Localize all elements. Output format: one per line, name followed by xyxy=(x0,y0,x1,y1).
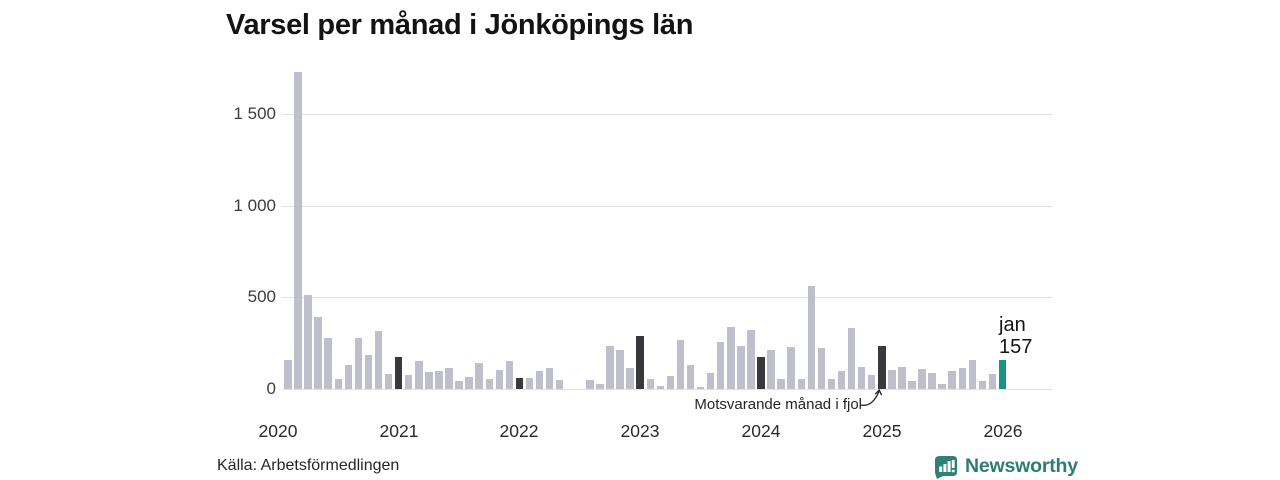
bar-2021-02 xyxy=(404,375,413,389)
brand-logo[interactable]: Newsworthy xyxy=(934,454,1078,479)
bar-2024-09 xyxy=(837,370,846,389)
brand-name: Newsworthy xyxy=(965,455,1078,477)
bar-2023-11 xyxy=(737,345,745,389)
bar-2025-09 xyxy=(958,367,967,389)
x-axis-tick-2026: 2026 xyxy=(983,421,1023,441)
x-axis-tick-2025: 2025 xyxy=(862,421,902,441)
gridline-y-1500 xyxy=(282,114,1052,115)
bar-2024-02 xyxy=(767,349,775,389)
bar-2021-11 xyxy=(495,369,504,389)
bar-2025-03 xyxy=(898,366,906,389)
bar-2026-01-current xyxy=(998,360,1007,389)
bar-2022-03 xyxy=(535,370,544,389)
annotation-arrow-icon xyxy=(860,388,883,406)
bar-2025-07 xyxy=(938,383,946,389)
bar-2025-12 xyxy=(988,374,997,389)
current-month-value-label: jan 157 xyxy=(999,314,1033,358)
x-axis-tick-2020: 2020 xyxy=(258,421,298,441)
bar-2024-04 xyxy=(787,346,795,389)
bar-2022-04 xyxy=(545,367,554,389)
bar-2025-11 xyxy=(978,380,987,389)
bar-2020-07 xyxy=(334,378,343,389)
bar-2021-01-fjol xyxy=(394,356,403,389)
bar-2025-02 xyxy=(888,369,896,389)
bar-2025-04 xyxy=(908,380,916,389)
x-axis-tick-2021: 2021 xyxy=(379,421,419,441)
bar-2023-06 xyxy=(686,365,695,389)
bar-2021-09 xyxy=(475,363,483,389)
x-axis-tick-2022: 2022 xyxy=(499,421,539,441)
bar-2022-05 xyxy=(555,379,564,389)
y-axis-tick-label: 1 500 xyxy=(233,104,276,123)
bar-2023-07 xyxy=(696,387,705,389)
chart-title: Varsel per månad i Jönköpings län xyxy=(226,9,694,41)
x-axis-tick-2024: 2024 xyxy=(741,421,781,441)
bar-2024-10 xyxy=(847,328,856,389)
bar-2020-09 xyxy=(354,337,363,389)
bar-2021-04 xyxy=(425,371,433,389)
bar-2022-11 xyxy=(616,349,624,389)
bar-2024-08 xyxy=(827,378,836,389)
bar-2022-12 xyxy=(626,367,634,389)
bar-2022-09 xyxy=(596,383,604,389)
x-axis-tick-2023: 2023 xyxy=(620,421,660,441)
bar-2021-03 xyxy=(415,361,423,389)
bar-2022-02 xyxy=(525,377,534,389)
bar-2022-08 xyxy=(586,379,594,389)
y-axis-tick-label: 0 xyxy=(266,379,276,398)
bar-2023-12 xyxy=(747,330,755,389)
bar-2021-06 xyxy=(445,367,453,389)
bar-2024-06 xyxy=(807,286,816,389)
bar-2020-05 xyxy=(314,316,322,389)
y-axis-tick-label: 1 000 xyxy=(233,196,276,215)
gridline-y-1000 xyxy=(282,206,1052,207)
bar-2020-12 xyxy=(384,374,393,389)
source-caption: Källa: Arbetsförmedlingen xyxy=(217,457,400,474)
bar-2020-10 xyxy=(364,355,373,389)
bar-2021-07 xyxy=(455,380,463,389)
gridline-y-500 xyxy=(282,297,1052,298)
gridline-y-0 xyxy=(282,389,1052,390)
bar-2023-09 xyxy=(716,342,725,389)
bar-2021-10 xyxy=(485,378,493,389)
bar-2024-07 xyxy=(817,347,826,389)
bar-2025-06 xyxy=(928,373,936,389)
bar-2025-05 xyxy=(918,368,926,389)
bar-2021-08 xyxy=(465,377,473,389)
annotation-same-month-last-year: Motsvarande månad i fjol xyxy=(694,396,862,413)
bar-2022-01-fjol xyxy=(515,377,524,389)
bar-2023-08 xyxy=(706,373,715,389)
bar-2023-01-fjol xyxy=(636,335,644,389)
bar-2023-04 xyxy=(666,376,675,389)
bar-2024-03 xyxy=(777,378,785,389)
bar-2022-10 xyxy=(606,345,614,389)
bar-2023-05 xyxy=(676,340,685,389)
bar-2021-12 xyxy=(505,360,514,389)
bar-2024-11 xyxy=(857,366,866,389)
bar-chart-badge-icon xyxy=(935,455,957,479)
bar-2020-03 xyxy=(294,71,302,389)
bar-2023-02 xyxy=(646,378,655,389)
bar-2024-01-fjol xyxy=(757,356,765,389)
bar-2024-12 xyxy=(867,375,876,389)
bar-2025-08 xyxy=(948,370,956,389)
bar-2025-10 xyxy=(968,359,977,389)
bar-2025-01-fjol xyxy=(878,345,886,389)
y-axis-tick-label: 500 xyxy=(247,287,276,306)
bar-2020-02 xyxy=(284,359,292,389)
bar-2020-04 xyxy=(304,294,312,389)
bar-2020-11 xyxy=(374,331,383,389)
bar-2020-06 xyxy=(324,337,332,389)
bar-2021-05 xyxy=(435,370,443,389)
bar-2020-08 xyxy=(344,365,353,389)
bar-2023-03 xyxy=(656,386,665,389)
bar-2023-10 xyxy=(727,326,735,389)
bar-2024-05 xyxy=(797,378,805,389)
